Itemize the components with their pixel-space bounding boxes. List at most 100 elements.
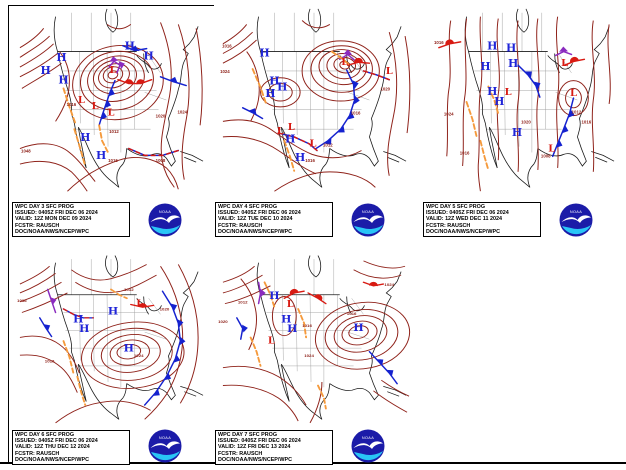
svg-text:1020: 1020 bbox=[380, 86, 390, 91]
svg-text:1020: 1020 bbox=[156, 114, 166, 119]
legend-agency: DOC/NOAA/NWS/NCEP/WPC bbox=[15, 456, 89, 463]
svg-text:1016: 1016 bbox=[108, 158, 118, 163]
svg-text:H: H bbox=[124, 343, 135, 354]
sheet-border-top bbox=[8, 5, 214, 6]
legend-box-day6: WPC DAY 6 SFC PROG ISSUED: 0405Z FRI DEC… bbox=[12, 430, 130, 466]
noaa-logo: NOAA bbox=[148, 429, 182, 463]
svg-text:NOAA: NOAA bbox=[159, 436, 171, 440]
svg-text:H: H bbox=[353, 323, 364, 334]
legend-agency: DOC/NOAA/NWS/NCEP/WPC bbox=[15, 228, 89, 235]
panel-day7: 1024 1012 1020 1016 1024 1016 H H H H L L WPC DAY 7… bbox=[211, 250, 416, 470]
legend-valid: VALID: 12Z MON DEC 09 2024 bbox=[15, 216, 92, 223]
svg-text:L: L bbox=[136, 299, 143, 309]
svg-text:NOAA: NOAA bbox=[570, 210, 582, 214]
svg-text:1020: 1020 bbox=[218, 319, 228, 324]
svg-text:H: H bbox=[487, 40, 497, 53]
svg-text:L: L bbox=[341, 57, 348, 68]
svg-text:L: L bbox=[505, 87, 512, 98]
svg-text:H: H bbox=[79, 324, 90, 335]
legend-issued: ISSUED: 0405Z FRI DEC 06 2024 bbox=[218, 438, 301, 445]
svg-text:H: H bbox=[508, 57, 518, 70]
legend-issued: ISSUED: 0405Z FRI DEC 06 2024 bbox=[15, 438, 98, 445]
legend-issued: ISSUED: 0405Z FRI DEC 06 2024 bbox=[426, 210, 509, 217]
svg-text:1016: 1016 bbox=[460, 150, 470, 155]
svg-text:H: H bbox=[73, 314, 84, 325]
legend-issued: ISSUED: 0405Z FRI DEC 06 2024 bbox=[218, 210, 301, 217]
svg-text:1048: 1048 bbox=[21, 148, 31, 153]
svg-text:1024: 1024 bbox=[177, 110, 187, 115]
legend-agency: DOC/NOAA/NWS/NCEP/WPC bbox=[426, 228, 500, 235]
svg-text:L: L bbox=[287, 300, 294, 310]
svg-text:L: L bbox=[288, 122, 295, 133]
legend-title: WPC DAY 3 SFC PROG bbox=[15, 204, 75, 210]
svg-text:H: H bbox=[143, 49, 153, 62]
svg-text:1016: 1016 bbox=[67, 102, 77, 107]
panel-day4: 1020 1016 1012 1016 1016 1024 H H H H H H L L L L L WPC … bbox=[211, 3, 416, 249]
svg-text:H: H bbox=[512, 126, 522, 139]
legend-title: WPC DAY 5 SFC PROG bbox=[426, 204, 486, 210]
svg-text:H: H bbox=[287, 324, 298, 335]
legend-valid: VALID: 12Z WED DEC 11 2024 bbox=[426, 216, 502, 223]
noaa-logo: NOAA bbox=[148, 203, 182, 237]
svg-text:L: L bbox=[386, 66, 393, 77]
panel-day3: 1016 1012 1016 1048 1020 1024 1008 H H H H H H H L L L L … bbox=[8, 3, 213, 249]
svg-text:1016: 1016 bbox=[582, 119, 592, 124]
svg-text:1024: 1024 bbox=[384, 282, 394, 287]
noaa-logo: NOAA bbox=[351, 203, 385, 237]
svg-text:H: H bbox=[480, 60, 490, 73]
noaa-logo: NOAA bbox=[559, 203, 593, 237]
svg-text:1008: 1008 bbox=[541, 153, 551, 158]
svg-text:H: H bbox=[494, 95, 504, 108]
svg-text:1016: 1016 bbox=[45, 359, 55, 364]
panel-day6: 1016 1016 1024 1020 1012 H H H H L WPC DAY 6 SFC … bbox=[8, 250, 213, 470]
svg-text:1012: 1012 bbox=[124, 287, 134, 292]
panel-day5: 1024 1016 1020 1012 1016 1008 1016 H H H H H H H L L L L … bbox=[419, 3, 624, 249]
svg-text:1024: 1024 bbox=[444, 112, 454, 117]
svg-text:L: L bbox=[78, 95, 85, 106]
svg-text:1016: 1016 bbox=[302, 323, 312, 328]
svg-text:NOAA: NOAA bbox=[362, 210, 374, 214]
legend-fcstr: FCSTR: RAUSCH bbox=[15, 222, 60, 229]
legend-issued: ISSUED: 0405Z FRI DEC 06 2024 bbox=[15, 210, 98, 217]
svg-text:1024: 1024 bbox=[220, 69, 230, 74]
svg-text:H: H bbox=[41, 64, 51, 77]
legend-agency: DOC/NOAA/NWS/NCEP/WPC bbox=[218, 228, 292, 235]
svg-text:L: L bbox=[92, 101, 99, 112]
svg-text:L: L bbox=[570, 88, 577, 99]
legend-agency: DOC/NOAA/NWS/NCEP/WPC bbox=[218, 456, 292, 463]
legend-valid: VALID: 12Z TUE DEC 10 2024 bbox=[218, 216, 293, 223]
svg-text:H: H bbox=[277, 80, 287, 93]
legend-valid: VALID: 12Z FRI DEC 13 2024 bbox=[218, 444, 291, 451]
svg-text:H: H bbox=[269, 75, 279, 88]
svg-text:H: H bbox=[269, 291, 280, 302]
legend-fcstr: FCSTR: RAUSCH bbox=[218, 222, 263, 229]
svg-text:H: H bbox=[295, 151, 305, 164]
legend-box-day5: WPC DAY 5 SFC PROG ISSUED: 0405Z FRI DEC… bbox=[423, 202, 541, 238]
legend-fcstr: FCSTR: RAUSCH bbox=[15, 450, 60, 457]
svg-text:H: H bbox=[58, 74, 68, 87]
svg-text:1016: 1016 bbox=[222, 44, 232, 49]
svg-text:1012: 1012 bbox=[238, 300, 248, 305]
svg-text:1016: 1016 bbox=[351, 111, 361, 116]
svg-text:H: H bbox=[125, 40, 135, 53]
svg-text:H: H bbox=[96, 149, 106, 162]
svg-text:1024: 1024 bbox=[304, 353, 314, 358]
svg-text:1016: 1016 bbox=[434, 40, 444, 45]
legend-title: WPC DAY 4 SFC PROG bbox=[218, 204, 278, 210]
svg-text:NOAA: NOAA bbox=[362, 436, 374, 440]
sheet-border-left bbox=[8, 5, 9, 463]
svg-text:H: H bbox=[265, 87, 275, 100]
svg-text:H: H bbox=[80, 131, 90, 144]
svg-text:1016: 1016 bbox=[305, 158, 315, 163]
svg-text:1024: 1024 bbox=[134, 353, 144, 358]
svg-text:H: H bbox=[281, 314, 292, 325]
svg-text:1008: 1008 bbox=[156, 158, 166, 163]
legend-box-day3: WPC DAY 3 SFC PROG ISSUED: 0405Z FRI DEC… bbox=[12, 202, 130, 238]
svg-text:1012: 1012 bbox=[323, 143, 333, 148]
legend-box-day4: WPC DAY 4 SFC PROG ISSUED: 0405Z FRI DEC… bbox=[215, 202, 333, 238]
